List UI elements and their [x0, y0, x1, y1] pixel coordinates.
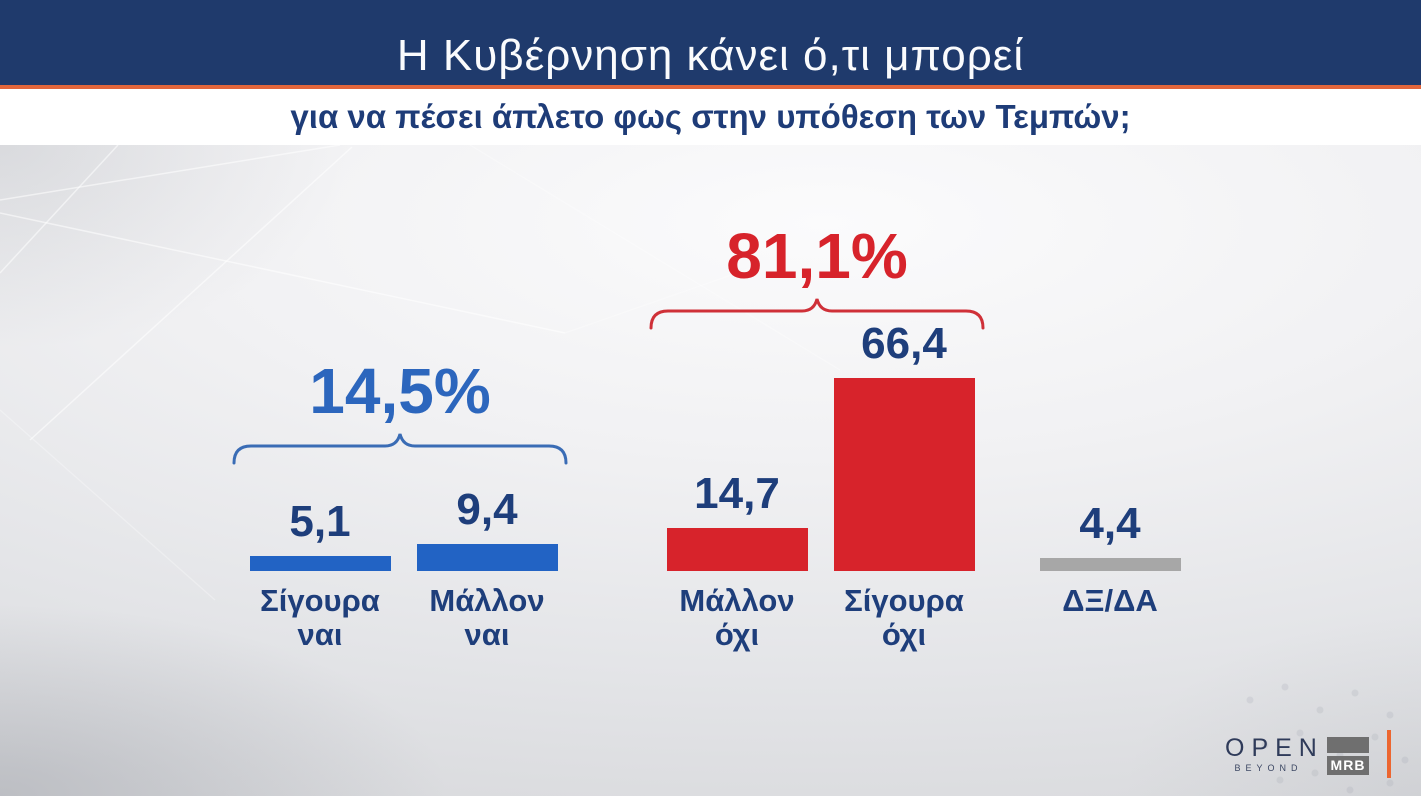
bar-category-label: Μάλλον ναι	[429, 583, 545, 652]
open-logo-text: OPEN	[1225, 734, 1324, 762]
orange-divider	[0, 85, 1421, 89]
subtitle-strip: για να πέσει άπλετο φως στην υπόθεση των…	[0, 89, 1421, 145]
bracket-path-no	[649, 298, 985, 330]
bar-category-label: ΔΞ/ΔΑ	[1062, 583, 1158, 618]
bar	[833, 378, 975, 571]
bar	[416, 544, 558, 571]
bar	[249, 556, 391, 571]
bar-value-label: 9,4	[456, 485, 518, 534]
bar-value-label: 4,4	[1079, 499, 1141, 548]
mrb-logo: MRB	[1327, 737, 1369, 775]
mrb-logo-text: MRB	[1327, 756, 1369, 775]
bar-category-label: Μάλλον όχι	[679, 583, 795, 652]
mrb-logo-block	[1327, 737, 1369, 753]
bar	[1039, 558, 1181, 571]
orange-accent-bar	[1387, 730, 1391, 778]
group-bracket-yes	[232, 433, 568, 465]
open-logo-tagline: BEYOND	[1234, 763, 1303, 773]
group-total-no: 81,1%	[726, 220, 908, 292]
group-bracket-no	[649, 298, 985, 330]
bar-category-label: Σίγουρα ναι	[260, 583, 380, 652]
bar	[666, 528, 808, 571]
page-title: Η Κυβέρνηση κάνει ό,τι μπορεί	[396, 31, 1025, 80]
bar-value-label: 66,4	[861, 319, 947, 368]
chart-background	[0, 145, 1421, 796]
bar-value-label: 14,7	[694, 469, 780, 518]
header-banner: Η Κυβέρνηση κάνει ό,τι μπορεί	[0, 0, 1421, 85]
open-channel-logo: OPEN BEYOND	[1218, 734, 1324, 773]
bar-category-label: Σίγουρα όχι	[844, 583, 964, 652]
page-subtitle: για να πέσει άπλετο φως στην υπόθεση των…	[290, 98, 1131, 135]
bracket-path-yes	[232, 433, 568, 465]
group-total-yes: 14,5%	[309, 355, 491, 427]
bar-value-label: 5,1	[289, 497, 351, 546]
